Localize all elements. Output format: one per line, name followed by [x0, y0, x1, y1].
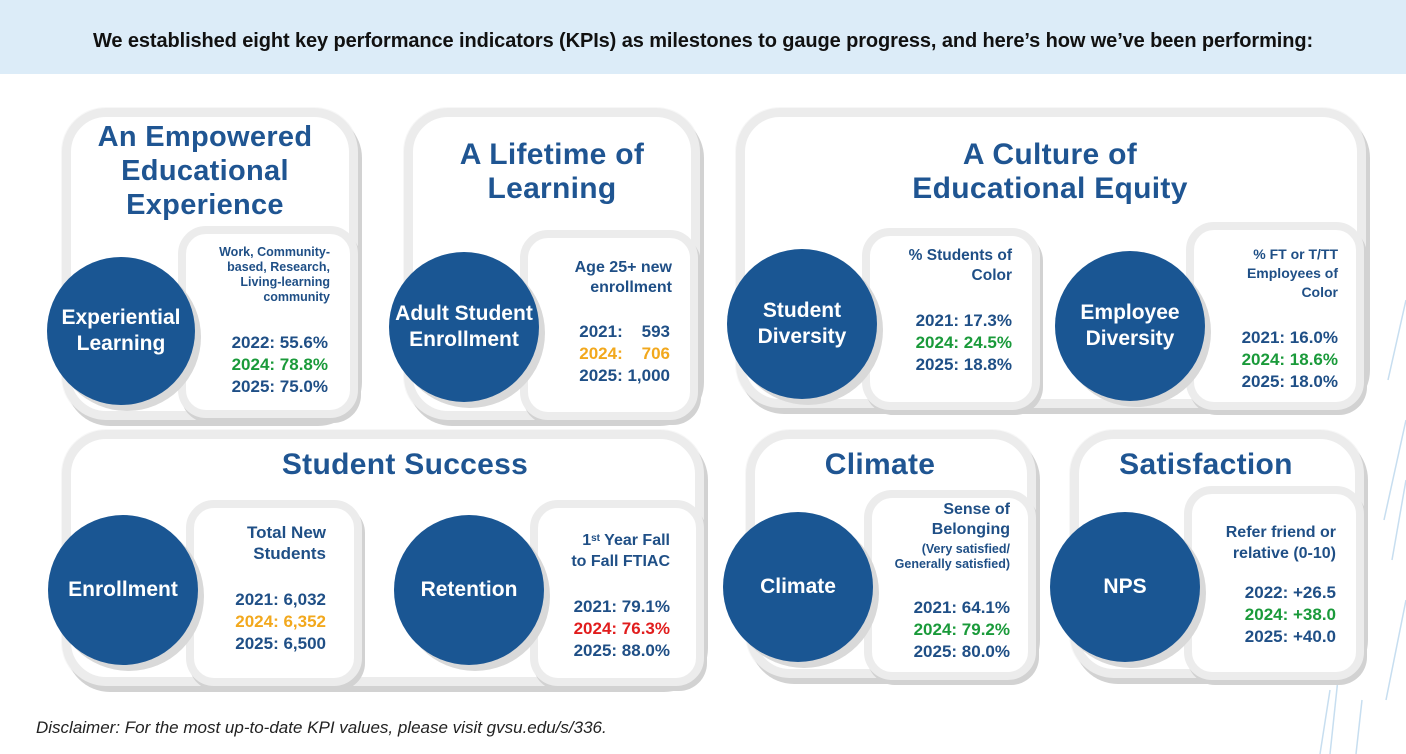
slash-3 [1391, 479, 1406, 561]
slash-4 [1385, 599, 1406, 701]
group-success-title: Student Success [281, 448, 529, 481]
kpi-value-adult-1: 2021: 593 [579, 322, 670, 341]
kpi-value-enrollment-1: 2021: 6,032 [235, 590, 326, 609]
card-retention [530, 500, 704, 686]
kpi-description-enrollment: Total New Students [246, 523, 326, 563]
kpi-value-student-diversity-1: 2021: 17.3% [915, 311, 1012, 330]
kpi-circle-student-diversity: Student Diversity [727, 249, 877, 399]
kpi-circle-enrollment: Enrollment [48, 515, 198, 665]
header-text: We established eight key performance ind… [92, 30, 1314, 52]
kpi-circle-employee-diversity: Employee Diversity [1055, 251, 1205, 401]
slash-6 [1355, 699, 1363, 754]
kpi-value-adult-2: 2024: 706 [579, 344, 670, 363]
kpi-value-nps-2: 2024: +38.0 [1244, 605, 1336, 624]
group-satisfaction-title: Satisfaction [1119, 448, 1293, 481]
retention-desc-prefix: 1 [582, 532, 592, 549]
kpi-description-climate: Sense of Belonging [931, 501, 1010, 538]
kpi-value-employee-diversity-1: 2021: 16.0% [1241, 328, 1338, 347]
kpi-value-experiential-3: 2025: 75.0% [231, 377, 328, 396]
kpi-value-enrollment-3: 2025: 6,500 [235, 634, 326, 653]
slash-2 [1383, 419, 1406, 521]
group-climate-title: Climate [824, 448, 936, 481]
retention-desc-line2: to Fall FTIAC [571, 553, 670, 570]
disclaimer-text: Disclaimer: For the most up-to-date KPI … [36, 718, 607, 737]
retention-desc-sup: st [591, 533, 601, 544]
kpi-description-student-diversity: % Students of Color [908, 247, 1012, 284]
kpi-value-retention-2: 2024: 76.3% [573, 619, 670, 638]
retention-desc-rest: Year Fall [600, 532, 670, 549]
kpi-value-climate-2: 2024: 79.2% [913, 620, 1010, 639]
kpi-description-adult: Age 25+ new enrollment [574, 259, 672, 296]
kpi-circle-experiential-learning: Experiential Learning [47, 257, 195, 405]
kpi-value-retention-3: 2025: 88.0% [573, 641, 670, 660]
kpi-value-nps-3: 2025: +40.0 [1244, 627, 1336, 646]
kpi-value-student-diversity-2: 2024: 24.5% [915, 333, 1012, 352]
kpi-circle-climate: Climate [723, 512, 873, 662]
kpi-value-enrollment-2: 2024: 6,352 [235, 612, 326, 631]
slash-1 [1387, 299, 1406, 381]
group-empowered-title: An Empowered Educational Experience [97, 121, 313, 221]
group-lifetime-title: A Lifetime of Learning [459, 138, 645, 205]
kpi-circle-adult-enrollment: Adult Student Enrollment [389, 252, 539, 402]
card-student-diversity [862, 228, 1040, 410]
kpi-description-employee-diversity: % FT or T/TT Employees of Color [1246, 246, 1338, 300]
kpi-value-retention-1: 2021: 79.1% [573, 597, 670, 616]
kpi-value-student-diversity-3: 2025: 18.8% [915, 355, 1012, 374]
kpi-value-adult-3: 2025: 1,000 [579, 366, 670, 385]
kpi-value-climate-1: 2021: 64.1% [913, 598, 1010, 617]
slash-7 [1319, 689, 1331, 754]
card-experiential-learning [178, 226, 358, 418]
kpi-value-experiential-1: 2022: 55.6% [231, 333, 328, 352]
kpi-description-experiential: Work, Community-based, Research, Living-… [219, 245, 330, 304]
header-banner: We established eight key performance ind… [0, 0, 1406, 74]
kpi-description-nps: Refer friend or relative (0-10) [1225, 524, 1336, 562]
kpi-description-retention: 1st Year Fall to Fall FTIAC [550, 530, 670, 572]
kpi-value-nps-1: 2022: +26.5 [1244, 583, 1336, 602]
kpi-circle-nps: NPS [1050, 512, 1200, 662]
kpi-circle-retention: Retention [394, 515, 544, 665]
card-nps [1184, 486, 1364, 680]
kpi-value-employee-diversity-2: 2024: 18.6% [1241, 350, 1338, 369]
kpi-value-climate-3: 2025: 80.0% [913, 642, 1010, 661]
kpi-value-experiential-2: 2024: 78.8% [231, 355, 328, 374]
kpi-description-climate-small: (Very satisfied/ Generally satisfied) [894, 542, 1010, 571]
group-equity-title: A Culture of Educational Equity [912, 138, 1188, 205]
kpi-value-employee-diversity-3: 2025: 18.0% [1241, 372, 1338, 391]
